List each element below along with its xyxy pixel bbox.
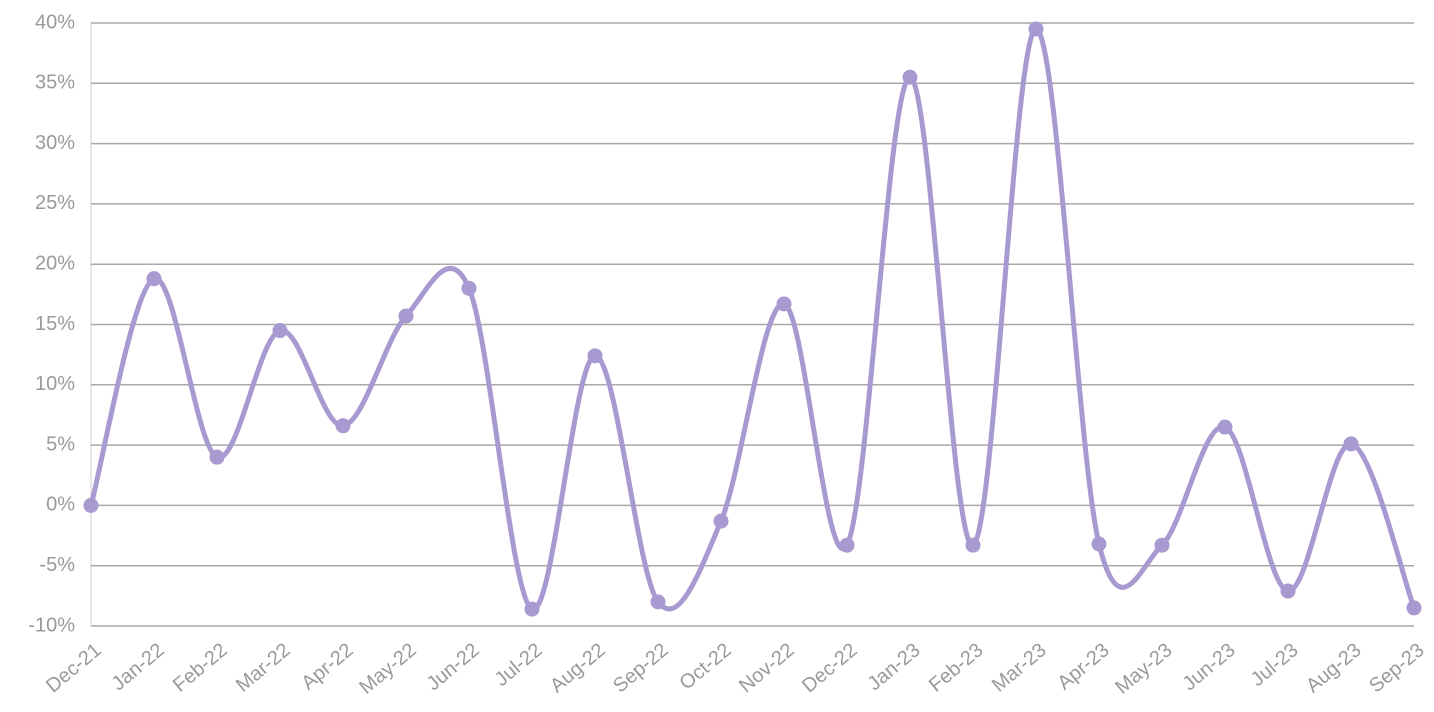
x-tick-label: Jan-22 xyxy=(108,639,169,695)
x-tick-label: Jun-23 xyxy=(1179,639,1240,695)
x-tick-label: May-23 xyxy=(1111,639,1176,699)
x-tick-label: Apr-23 xyxy=(1053,639,1113,694)
x-tick-label: Feb-22 xyxy=(169,639,232,697)
point xyxy=(587,348,603,364)
point xyxy=(1028,21,1044,37)
x-tick-label: Aug-23 xyxy=(1302,639,1366,697)
y-tick-label: 25% xyxy=(35,192,75,214)
x-tick-label: May-22 xyxy=(355,639,420,699)
y-tick-label: 30% xyxy=(35,132,75,154)
point xyxy=(1217,419,1233,435)
point xyxy=(713,513,729,529)
point xyxy=(83,497,99,513)
point xyxy=(650,594,666,610)
point xyxy=(1280,583,1296,599)
point xyxy=(965,537,981,553)
point xyxy=(776,296,792,312)
point xyxy=(1406,600,1422,616)
y-tick-label: 10% xyxy=(35,373,75,395)
x-tick-label: Oct-22 xyxy=(675,639,735,694)
y-tick-label: 0% xyxy=(46,494,75,516)
x-tick-label: Nov-22 xyxy=(735,639,799,697)
point xyxy=(209,449,225,465)
point xyxy=(1343,436,1359,452)
point xyxy=(1154,537,1170,553)
x-tick-label: Mar-23 xyxy=(988,639,1051,697)
point xyxy=(902,69,918,85)
y-tick-label: -10% xyxy=(28,614,75,636)
point xyxy=(146,271,162,287)
x-tick-label: Apr-22 xyxy=(297,639,357,694)
x-tick-label: Jul-22 xyxy=(491,639,547,691)
point xyxy=(272,323,288,339)
y-tick-label: -5% xyxy=(39,554,75,576)
x-tick-label: Sep-23 xyxy=(1365,639,1429,697)
x-tick-label: Dec-22 xyxy=(798,639,862,697)
y-tick-label: 35% xyxy=(35,72,75,94)
x-tick-label: Jul-23 xyxy=(1247,639,1303,691)
point xyxy=(398,308,414,324)
x-tick-label: Mar-22 xyxy=(232,639,295,697)
x-tick-label: Sep-22 xyxy=(609,639,673,697)
x-tick-label: Aug-22 xyxy=(546,639,610,697)
point xyxy=(461,280,477,296)
x-tick-label: Feb-23 xyxy=(925,639,988,697)
y-tick-label: 40% xyxy=(35,11,75,33)
y-tick-label: 5% xyxy=(46,433,75,455)
line xyxy=(88,26,1417,612)
x-tick-label: Dec-21 xyxy=(42,639,106,697)
y-tick-label: 20% xyxy=(35,252,75,274)
y-tick-label: 15% xyxy=(35,313,75,335)
point xyxy=(1091,536,1107,552)
point xyxy=(839,537,855,553)
point xyxy=(524,601,540,617)
x-tick-label: Jun-22 xyxy=(423,639,484,695)
x-tick-label: Jan-23 xyxy=(864,639,925,695)
point xyxy=(335,418,351,434)
